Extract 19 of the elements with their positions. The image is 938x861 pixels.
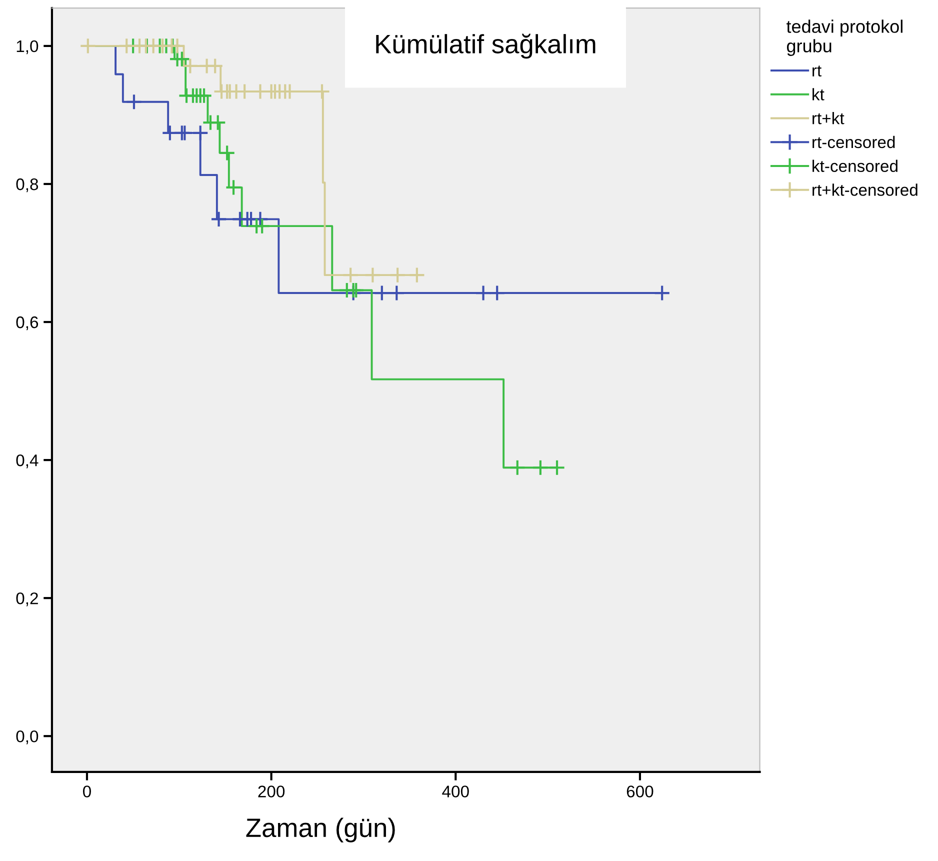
- y-tick-label: 0,8: [16, 178, 38, 192]
- legend-label: rt+kt: [812, 112, 844, 124]
- x-tick-label: 400: [442, 786, 469, 798]
- legend-label: rt+kt-censored: [812, 184, 918, 196]
- y-tick-label: 1,0: [16, 40, 38, 54]
- x-axis-title: Zaman (gün): [246, 818, 395, 842]
- x-tick-label: 0: [83, 786, 91, 798]
- y-tick-label: 0,4: [16, 454, 38, 468]
- legend-label: kt: [812, 88, 824, 100]
- y-tick-label: 0,0: [16, 730, 38, 744]
- x-tick-label: 600: [626, 786, 654, 798]
- y-tick-label: 0,6: [16, 316, 38, 330]
- legend-title: tedavi protokol grubu: [786, 20, 902, 56]
- legend-label: rt-censored: [812, 136, 895, 148]
- y-tick-label: 0,2: [16, 592, 38, 606]
- text: Kümülatif sağkalım: [376, 34, 596, 59]
- x-tick-label: 200: [258, 786, 285, 798]
- legend-label: kt-censored: [812, 160, 898, 172]
- legend-label: rt: [812, 66, 822, 76]
